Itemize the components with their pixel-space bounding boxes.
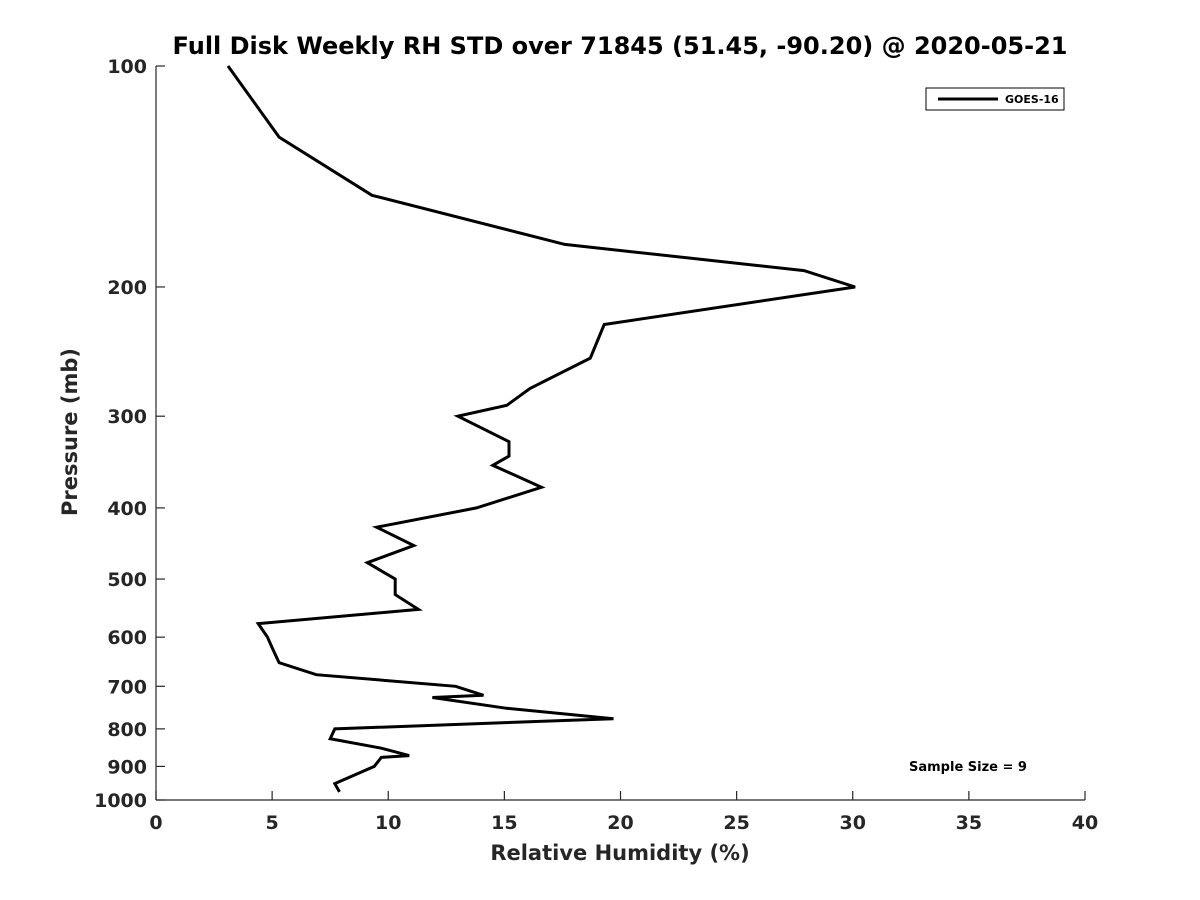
series-layer xyxy=(226,65,856,793)
legend: GOES-16 xyxy=(925,87,1065,111)
sample-size-annotation: Sample Size = 9 xyxy=(909,760,1027,775)
y-tick-label: 700 xyxy=(107,676,147,698)
y-axis-label: Pressure (mb) xyxy=(58,348,82,516)
x-tick-label: 0 xyxy=(149,812,162,834)
y-tick-label: 600 xyxy=(107,627,147,649)
x-tick-label: 5 xyxy=(266,812,279,834)
x-tick-label: 15 xyxy=(491,812,517,834)
y-tick-label: 400 xyxy=(107,498,147,520)
legend-label-goes-16: GOES-16 xyxy=(1005,93,1059,106)
y-tick-label: 300 xyxy=(107,406,147,428)
series-line-goes-16 xyxy=(226,65,856,793)
x-tick-label: 10 xyxy=(375,812,401,834)
y-tick-label: 100 xyxy=(107,56,147,78)
x-tick-label: 40 xyxy=(1072,812,1098,834)
y-tick-label: 1000 xyxy=(94,790,147,812)
y-tick-label: 200 xyxy=(107,277,147,299)
x-tick-label: 25 xyxy=(723,812,749,834)
x-tick-label: 30 xyxy=(840,812,866,834)
chart-title: Full Disk Weekly RH STD over 71845 (51.4… xyxy=(173,32,1068,60)
y-tick-label: 900 xyxy=(107,756,147,778)
y-tick-label: 800 xyxy=(107,719,147,741)
y-axis-ticks: 100 200 300 400 500 600 700 800 900 1000 xyxy=(94,56,165,812)
y-tick-label: 500 xyxy=(107,569,147,591)
x-axis-label: Relative Humidity (%) xyxy=(490,841,749,865)
x-tick-label: 35 xyxy=(956,812,982,834)
x-axis-ticks: 0 5 10 15 20 25 30 35 40 xyxy=(149,791,1098,834)
x-tick-label: 20 xyxy=(607,812,633,834)
